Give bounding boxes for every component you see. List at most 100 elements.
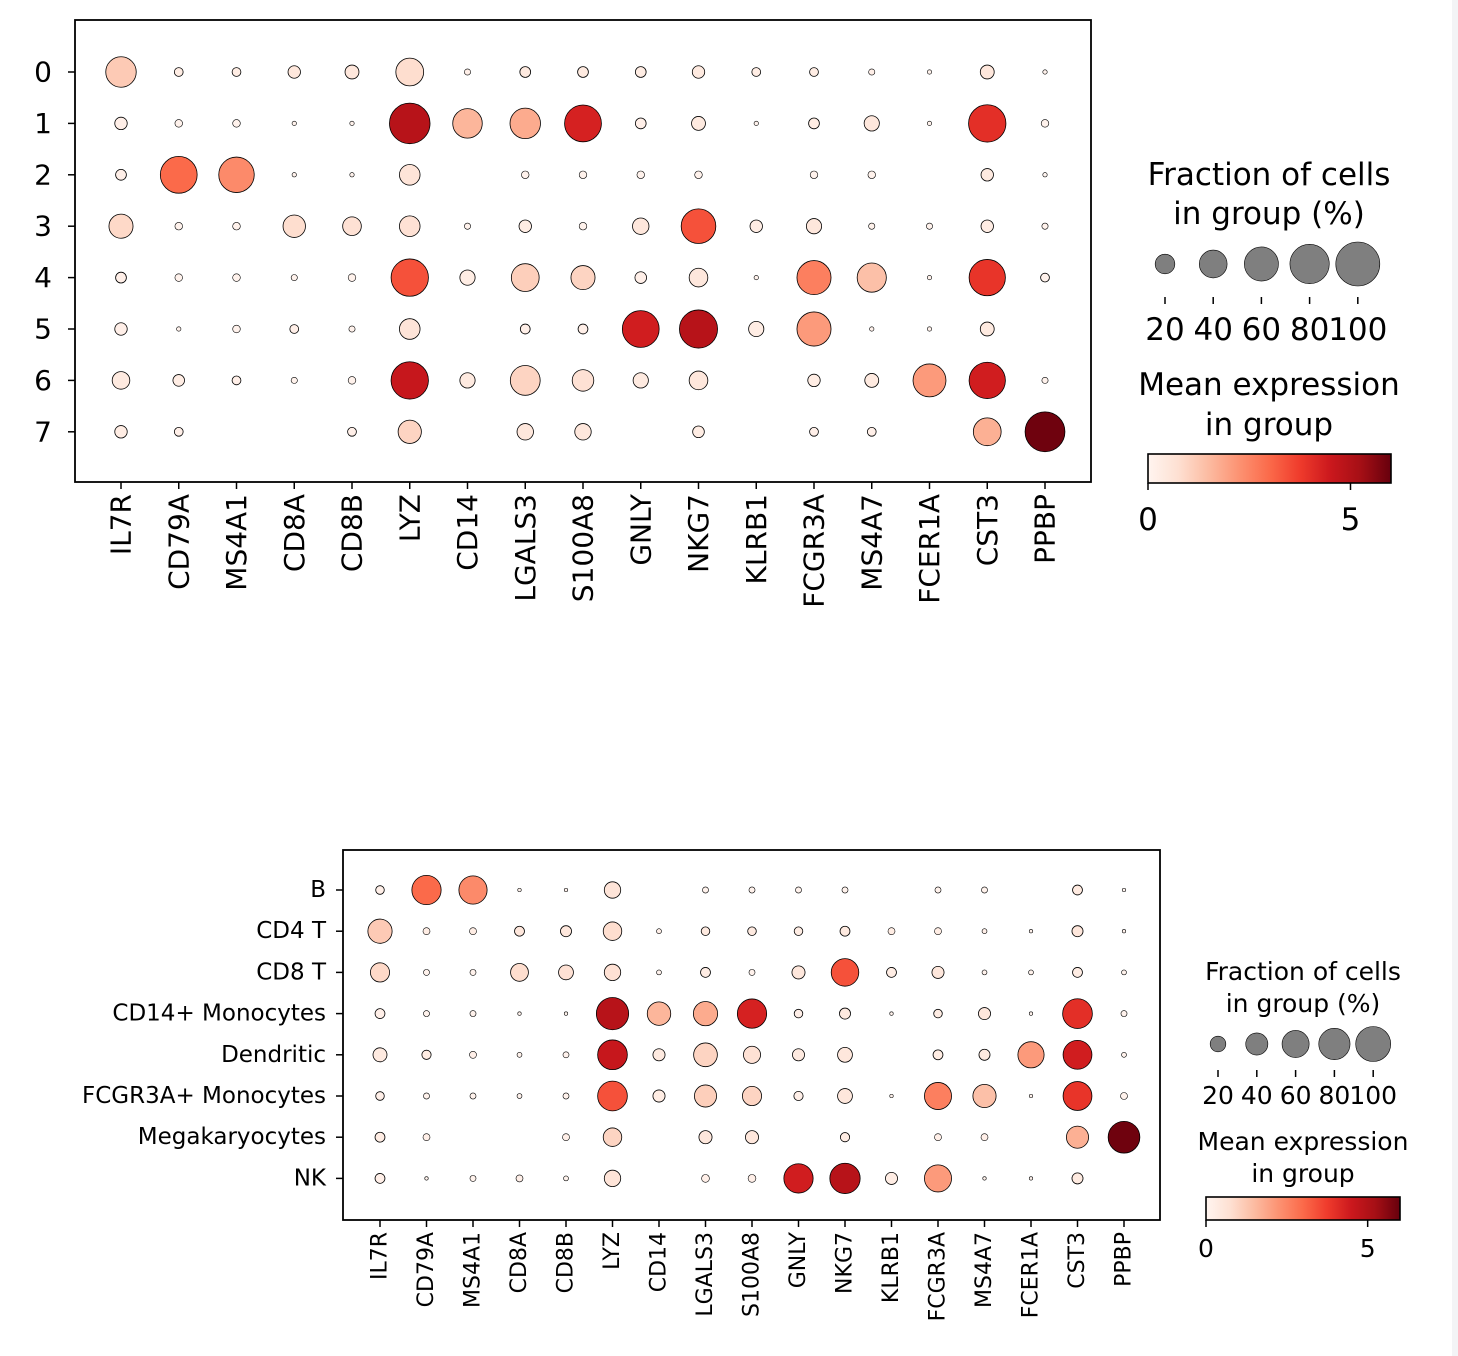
size-legend-title: Fraction of cells (1148, 157, 1391, 193)
dot-5-MS4A1 (232, 324, 241, 334)
dot-CD8 T-S100A8 (748, 969, 756, 976)
dot-FCGR3A+ Monocytes-NKG7 (837, 1088, 853, 1104)
dot-Dendritic-MS4A1 (469, 1051, 477, 1059)
size-legend-title: Fraction of cells (1205, 957, 1401, 986)
y-tick-label: 2 (34, 158, 52, 191)
colorbar-tick-label: 0 (1198, 1234, 1214, 1263)
dot-CD4 T-MS4A1 (469, 927, 477, 936)
dot-NK-CD79A (424, 1176, 429, 1181)
dot-Megakaryocytes-LGALS3 (698, 1130, 713, 1145)
dot-6-FCER1A (912, 363, 947, 398)
dot-7-CST3 (972, 417, 1002, 447)
size-legend-label: 40 (1193, 312, 1232, 348)
dot-NK-S100A8 (747, 1174, 757, 1183)
dot-2-CD79A (159, 155, 198, 194)
dot-4-PPBP (1040, 272, 1050, 283)
dot-1-CD14 (452, 108, 483, 139)
dot-4-CST3 (968, 259, 1006, 297)
dot-1-S100A8 (564, 104, 602, 143)
dot-0-CD8B (344, 64, 360, 80)
x-tick-label: IL7R (368, 1232, 393, 1280)
dot-1-FCGR3A (808, 117, 820, 130)
dot-1-CD8B (349, 120, 355, 126)
dot-FCGR3A+ Monocytes-CD79A (423, 1092, 430, 1100)
size-legend-label: 20 (1145, 312, 1184, 348)
y-tick-label: 7 (34, 415, 52, 448)
dot-0-S100A8 (577, 66, 589, 78)
dot-5-NKG7 (679, 309, 718, 349)
x-tick-label: PPBP (1029, 494, 1062, 564)
x-tick-label: CD79A (162, 494, 195, 590)
dot-2-FCGR3A (809, 170, 819, 179)
dot-3-PPBP (1041, 222, 1049, 230)
dot-Dendritic-LGALS3 (693, 1042, 718, 1068)
dot-CD14+ Monocytes-MS4A1 (469, 1010, 477, 1017)
dot-0-GNLY (634, 66, 647, 78)
dot-5-MS4A7 (869, 326, 875, 332)
dot-6-MS4A7 (864, 373, 880, 388)
dot-4-MS4A1 (232, 273, 241, 282)
x-tick-label: KLRB1 (879, 1232, 904, 1303)
dot-1-MS4A1 (232, 119, 241, 128)
x-tick-label: CST3 (1065, 1232, 1090, 1289)
dot-5-CD79A (176, 326, 182, 332)
dot-1-CST3 (968, 104, 1007, 143)
dot-7-NKG7 (692, 425, 705, 439)
size-legend-dot (1335, 241, 1381, 287)
dot-CD14+ Monocytes-S100A8 (736, 998, 768, 1029)
dot-Dendritic-FCER1A (1017, 1041, 1045, 1069)
dot-CD4 T-CD14 (656, 928, 662, 934)
dot-FCGR3A+ Monocytes-CD8A (516, 1093, 523, 1099)
dot-NK-CST3 (1071, 1172, 1084, 1185)
dot-FCGR3A+ Monocytes-MS4A7 (972, 1083, 997, 1109)
dot-0-MS4A1 (231, 67, 242, 77)
dot-0-IL7R (105, 56, 137, 88)
size-legend-dot (1198, 249, 1228, 279)
dot-B-FCGR3A (934, 886, 942, 894)
x-tick-label: CD8B (554, 1232, 579, 1293)
dot-CD4 T-CD8A (514, 925, 525, 937)
dot-0-CD79A (173, 67, 184, 77)
dot-B-MS4A7 (981, 886, 988, 894)
size-legend-dot (1281, 1030, 1310, 1058)
dot-3-CD8B (342, 216, 362, 236)
dot-Megakaryocytes-CD79A (422, 1133, 431, 1141)
dot-4-FCER1A (926, 275, 932, 281)
dot-7-MS4A7 (866, 426, 877, 437)
dot-CD14+ Monocytes-LYZ (595, 997, 630, 1031)
dot-CD14+ Monocytes-LGALS3 (692, 1001, 719, 1027)
x-tick-label: CST3 (971, 494, 1004, 566)
dot-FCGR3A+ Monocytes-S100A8 (742, 1086, 762, 1106)
dot-1-KLRB1 (753, 120, 759, 126)
plot-frame (74, 19, 1092, 483)
dot-5-LGALS3 (519, 323, 531, 335)
x-tick-label: GNLY (624, 493, 657, 566)
y-tick-label: NK (294, 1165, 327, 1191)
size-legend-label: 80 (1318, 1081, 1350, 1110)
y-tick-label: 0 (34, 56, 52, 89)
size-legend-label: 100 (1349, 1081, 1397, 1110)
dot-CD8 T-NKG7 (830, 958, 860, 987)
dot-B-CD8A (517, 887, 522, 893)
dot-Dendritic-MS4A7 (978, 1048, 991, 1061)
dot-B-LYZ (603, 881, 622, 899)
x-tick-label: FCGR3A (798, 494, 831, 608)
dot-2-NKG7 (694, 170, 703, 179)
dot-CD14+ Monocytes-CD8A (517, 1011, 522, 1016)
x-tick-label: CD8A (507, 1232, 532, 1293)
size-legend-label: 80 (1290, 312, 1329, 348)
dot-Megakaryocytes-CST3 (1066, 1125, 1089, 1149)
dot-5-GNLY (621, 310, 660, 348)
dot-6-MS4A1 (231, 375, 242, 386)
y-tick-label: Megakaryocytes (138, 1124, 326, 1150)
dot-4-GNLY (634, 271, 647, 284)
dot-5-KLRB1 (748, 320, 765, 338)
x-tick-label: KLRB1 (740, 494, 773, 584)
dot-CD8 T-CD8A (510, 963, 529, 982)
dot-7-CD8B (347, 426, 357, 437)
size-legend-subtitle: in group (%) (1173, 196, 1365, 232)
dot-FCGR3A+ Monocytes-PPBP (1120, 1092, 1128, 1100)
dot-CD4 T-KLRB1 (887, 927, 896, 936)
dot-FCGR3A+ Monocytes-CD8B (562, 1092, 570, 1100)
